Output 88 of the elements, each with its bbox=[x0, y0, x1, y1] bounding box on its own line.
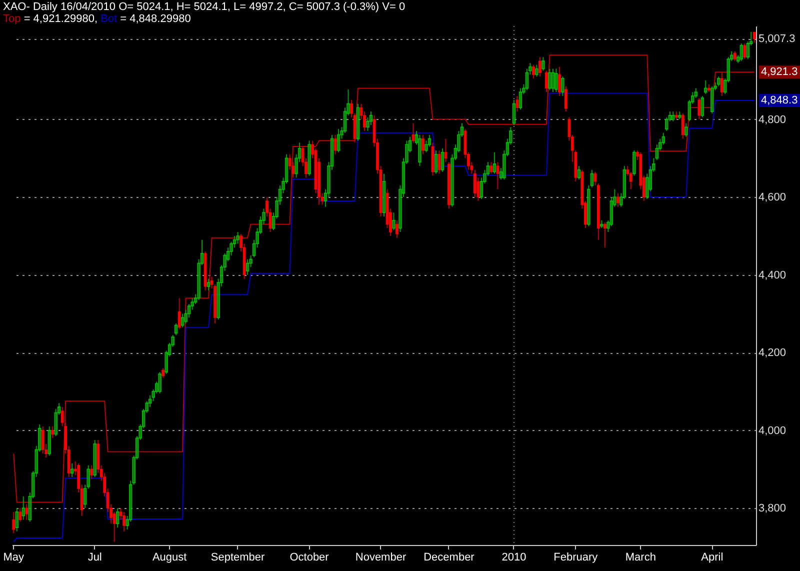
x-tick-label: December bbox=[424, 552, 475, 564]
y-tick-label: 4,600 bbox=[758, 192, 786, 204]
x-tick-label: May bbox=[3, 552, 25, 564]
candlestick bbox=[710, 86, 714, 114]
text: = 4,848.29980 bbox=[120, 13, 191, 25]
text: Bot bbox=[100, 13, 118, 25]
candlestick bbox=[51, 426, 54, 439]
candlestick bbox=[336, 128, 340, 153]
candlestick bbox=[704, 80, 708, 95]
candlestick bbox=[422, 134, 424, 155]
candlestick bbox=[492, 152, 496, 174]
candlestick bbox=[162, 368, 165, 378]
candlestick bbox=[532, 64, 535, 79]
candlestick bbox=[180, 313, 184, 328]
x-tick-label: February bbox=[554, 552, 598, 564]
y-tick-label: 4,000 bbox=[758, 424, 786, 437]
candlestick bbox=[392, 212, 396, 231]
text: 4,848.3 bbox=[761, 94, 798, 107]
text: 4,921.3 bbox=[761, 66, 798, 78]
candlestick bbox=[516, 95, 519, 112]
candlestick bbox=[554, 68, 558, 93]
candlestick bbox=[122, 511, 126, 532]
candlestick bbox=[382, 173, 386, 217]
y-tick-label: 4,400 bbox=[758, 269, 786, 282]
candlestick bbox=[681, 112, 684, 140]
candlestick bbox=[236, 232, 240, 244]
candlestick bbox=[518, 88, 522, 110]
x-tick-label: September bbox=[210, 552, 266, 564]
candlestick bbox=[733, 50, 736, 62]
candlestick bbox=[90, 464, 94, 480]
candlestick bbox=[18, 508, 22, 522]
candlestick bbox=[700, 95, 704, 118]
candlestick bbox=[158, 372, 162, 394]
candlestick bbox=[564, 86, 568, 112]
chart-title: XAO- Daily 16/04/2010 O= 5024.1, H= 5024.1, L= 4997.2, C= 5007.3 (-0.3%) V= 0 bbox=[3, 1, 406, 13]
candlestick bbox=[632, 150, 636, 176]
candlestick bbox=[577, 165, 581, 180]
text: Top bbox=[3, 13, 21, 25]
x-tick-label: March bbox=[625, 552, 656, 564]
text: = 4,921.29980, bbox=[24, 13, 98, 25]
candlestick bbox=[15, 508, 18, 532]
candlestick bbox=[698, 97, 701, 120]
candlestick bbox=[48, 426, 51, 456]
candlestick bbox=[512, 99, 516, 126]
candlestick bbox=[308, 140, 311, 176]
candlestick bbox=[12, 511, 16, 534]
x-tick-label: November bbox=[355, 552, 406, 564]
y-tick-label: 4,200 bbox=[758, 347, 786, 360]
candlestick bbox=[684, 122, 688, 138]
candlestick bbox=[545, 70, 548, 93]
candlestick bbox=[548, 68, 552, 91]
candlestick bbox=[93, 440, 96, 478]
x-tick-label: April bbox=[701, 552, 724, 564]
y-tick-label: 3,800 bbox=[758, 502, 786, 515]
candlestick bbox=[535, 64, 538, 78]
candlestick bbox=[538, 56, 542, 78]
candlestick bbox=[70, 462, 74, 478]
candlestick bbox=[116, 508, 120, 528]
candlestick bbox=[440, 148, 444, 172]
x-tick-label: 2010 bbox=[502, 552, 526, 564]
candlestick bbox=[558, 66, 561, 96]
candlestick bbox=[41, 426, 44, 454]
candlestick bbox=[740, 42, 743, 62]
y-tick-label: 5,007.3 bbox=[758, 33, 796, 46]
candlestick bbox=[542, 56, 545, 72]
candlestick bbox=[717, 76, 720, 87]
candlestick bbox=[551, 68, 555, 93]
candlestick bbox=[418, 134, 422, 166]
candlestick bbox=[672, 111, 675, 122]
candlestick bbox=[743, 42, 746, 60]
candlestick bbox=[434, 150, 438, 174]
candlestick bbox=[561, 76, 564, 96]
candlestick bbox=[206, 278, 210, 291]
candlestick bbox=[246, 258, 250, 276]
candlestick bbox=[178, 298, 181, 330]
x-tick-label: August bbox=[152, 552, 187, 564]
candlestick bbox=[474, 169, 476, 198]
y-tick-label: 4,800 bbox=[758, 114, 786, 126]
candlestick bbox=[720, 72, 724, 96]
candlestick bbox=[603, 222, 606, 248]
candlestick bbox=[396, 220, 398, 238]
candlestick bbox=[496, 162, 500, 190]
x-tick-label: October bbox=[290, 552, 330, 564]
candlestick bbox=[356, 103, 360, 142]
candlestick bbox=[22, 496, 25, 520]
candlestick bbox=[174, 322, 178, 336]
candlestick bbox=[616, 192, 620, 208]
x-tick-label: Jul bbox=[88, 552, 102, 564]
